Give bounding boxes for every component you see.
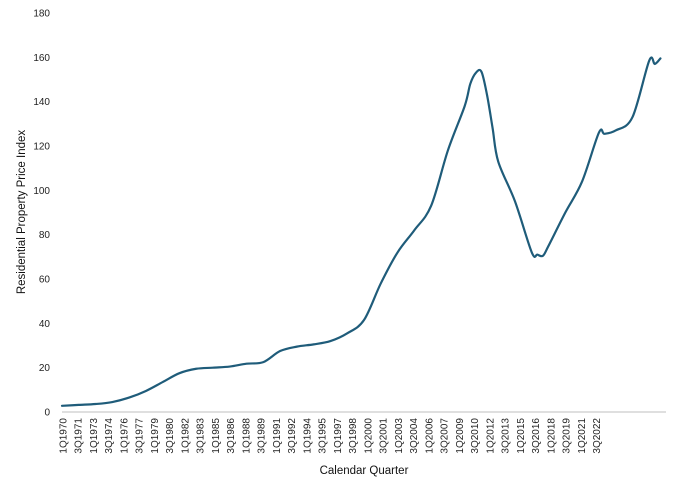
y-tick-label: 80	[39, 230, 51, 241]
x-tick-label: 1Q1988	[241, 418, 252, 454]
y-axis: 0 20 40 60 80 100 120 140 160 180	[33, 9, 50, 419]
y-tick-label: 20	[39, 363, 51, 374]
x-tick-label: 3Q1971	[74, 418, 85, 454]
x-tick-label: 3Q1998	[348, 418, 359, 454]
series-layer	[60, 56, 662, 407]
x-tick-label: 1Q1997	[333, 418, 344, 454]
x-tick-label: 1Q1982	[180, 418, 191, 454]
x-tick-label: 1Q2000	[363, 418, 374, 454]
x-axis: 1Q1970 3Q1971 1Q1973 3Q1974 1Q1976 3Q1977 1Q19…	[59, 411, 666, 454]
y-tick-label: 160	[33, 53, 50, 64]
x-tick-label: 3Q1980	[165, 418, 176, 454]
y-axis-title: Residential Property Price Index	[16, 130, 28, 295]
x-tick-label: 3Q1986	[226, 418, 237, 454]
x-tick-label: 3Q1974	[104, 418, 115, 454]
x-tick-label: 1Q2015	[516, 418, 527, 454]
x-tick-label: 3Q2013	[501, 418, 512, 454]
y-tick-label: 60	[39, 275, 51, 286]
x-tick-label: 1Q1979	[150, 418, 161, 454]
x-tick-label: 1Q2006	[424, 418, 435, 454]
x-tick-label: 1Q2003	[394, 418, 405, 454]
x-tick-label: 3Q1995	[318, 418, 329, 454]
x-tick-label: 3Q2016	[531, 418, 542, 454]
y-tick-label: 100	[33, 186, 50, 197]
x-tick-label: 3Q1989	[257, 418, 268, 454]
x-tick-label: 3Q1983	[196, 418, 207, 454]
series-line	[60, 56, 662, 407]
y-tick-label: 180	[33, 9, 50, 20]
x-tick-label: 3Q2004	[409, 418, 420, 454]
x-tick-label: 3Q2022	[592, 418, 603, 454]
x-axis-title: Calendar Quarter	[320, 465, 409, 477]
x-tick-label: 1Q1994	[302, 418, 313, 454]
x-tick-label: 3Q2007	[440, 418, 451, 454]
x-tick-label: 3Q1977	[135, 418, 146, 454]
x-tick-label: 3Q2001	[379, 418, 390, 454]
x-tick-label: 1Q1991	[272, 418, 283, 454]
y-tick-label: 120	[33, 142, 50, 153]
x-tick-label: 3Q1992	[287, 418, 298, 454]
y-tick-label: 140	[33, 97, 50, 108]
x-tick-label: 1Q1970	[59, 418, 70, 454]
y-tick-label: 0	[44, 408, 50, 419]
x-tick-label: 1Q2018	[546, 418, 557, 454]
x-tick-label: 1Q1976	[119, 418, 130, 454]
y-tick-label: 40	[39, 319, 51, 330]
x-tick-label: 3Q2019	[562, 418, 573, 454]
x-tick-label: 1Q2012	[485, 418, 496, 454]
x-tick-label: 3Q2010	[470, 418, 481, 454]
x-tick-label: 1Q1985	[211, 418, 222, 454]
x-tick-label: 1Q2009	[455, 418, 466, 454]
x-tick-label: 1Q1973	[89, 418, 100, 454]
x-tick-label: 1Q2021	[577, 418, 588, 454]
